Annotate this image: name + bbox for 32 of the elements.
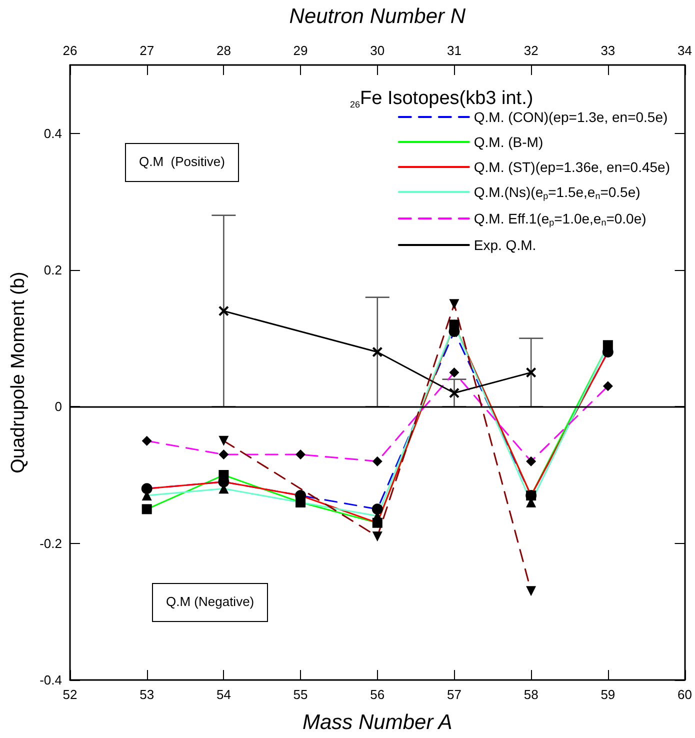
x2-tick-label: 26 [62,43,78,58]
x2-tick-label: 33 [600,43,616,58]
x-tick-label: 54 [216,687,231,702]
legend-label: Exp. Q.M. [474,237,536,253]
x2-tick-label: 31 [446,43,462,58]
y-tick-label: 0.4 [44,126,62,141]
x-tick-label: 55 [293,687,308,702]
annotation: Q.M (Negative) [166,594,254,609]
x2-tick-label: 27 [140,43,154,58]
x2-tick-label: 30 [370,43,385,58]
y-tick-label: 0 [54,399,62,414]
y-tick-label: -0.4 [40,672,62,688]
x2-axis-title: Neutron Number N [289,5,466,28]
x2-tick-label: 34 [678,43,692,58]
x-tick-label: 59 [600,687,616,702]
x-axis-title: Mass Number A [302,711,452,734]
y-tick-label: -0.2 [40,536,62,551]
legend-label: Q.M. (ST)(ep=1.36e, en=0.45e) [474,159,670,175]
x-tick-label: 52 [62,687,78,702]
x-tick-label: 57 [446,687,462,702]
legend-label: Q.M. (CON)(ep=1.3e, en=0.5e) [474,109,668,125]
x2-tick-label: 28 [216,43,231,58]
x-tick-label: 60 [678,687,692,702]
x-tick-label: 56 [370,687,385,702]
y-tick-label: 0.2 [44,262,62,278]
x-tick-label: 53 [140,687,154,702]
y-axis-title: Quadrupole Moment (b) [8,272,29,474]
x2-tick-label: 29 [293,43,308,58]
legend-label: Q.M. (B-M) [474,134,544,150]
annotation: Q.M (Positive) [139,154,225,169]
x2-tick-label: 32 [524,43,538,58]
x-tick-label: 58 [524,687,538,702]
